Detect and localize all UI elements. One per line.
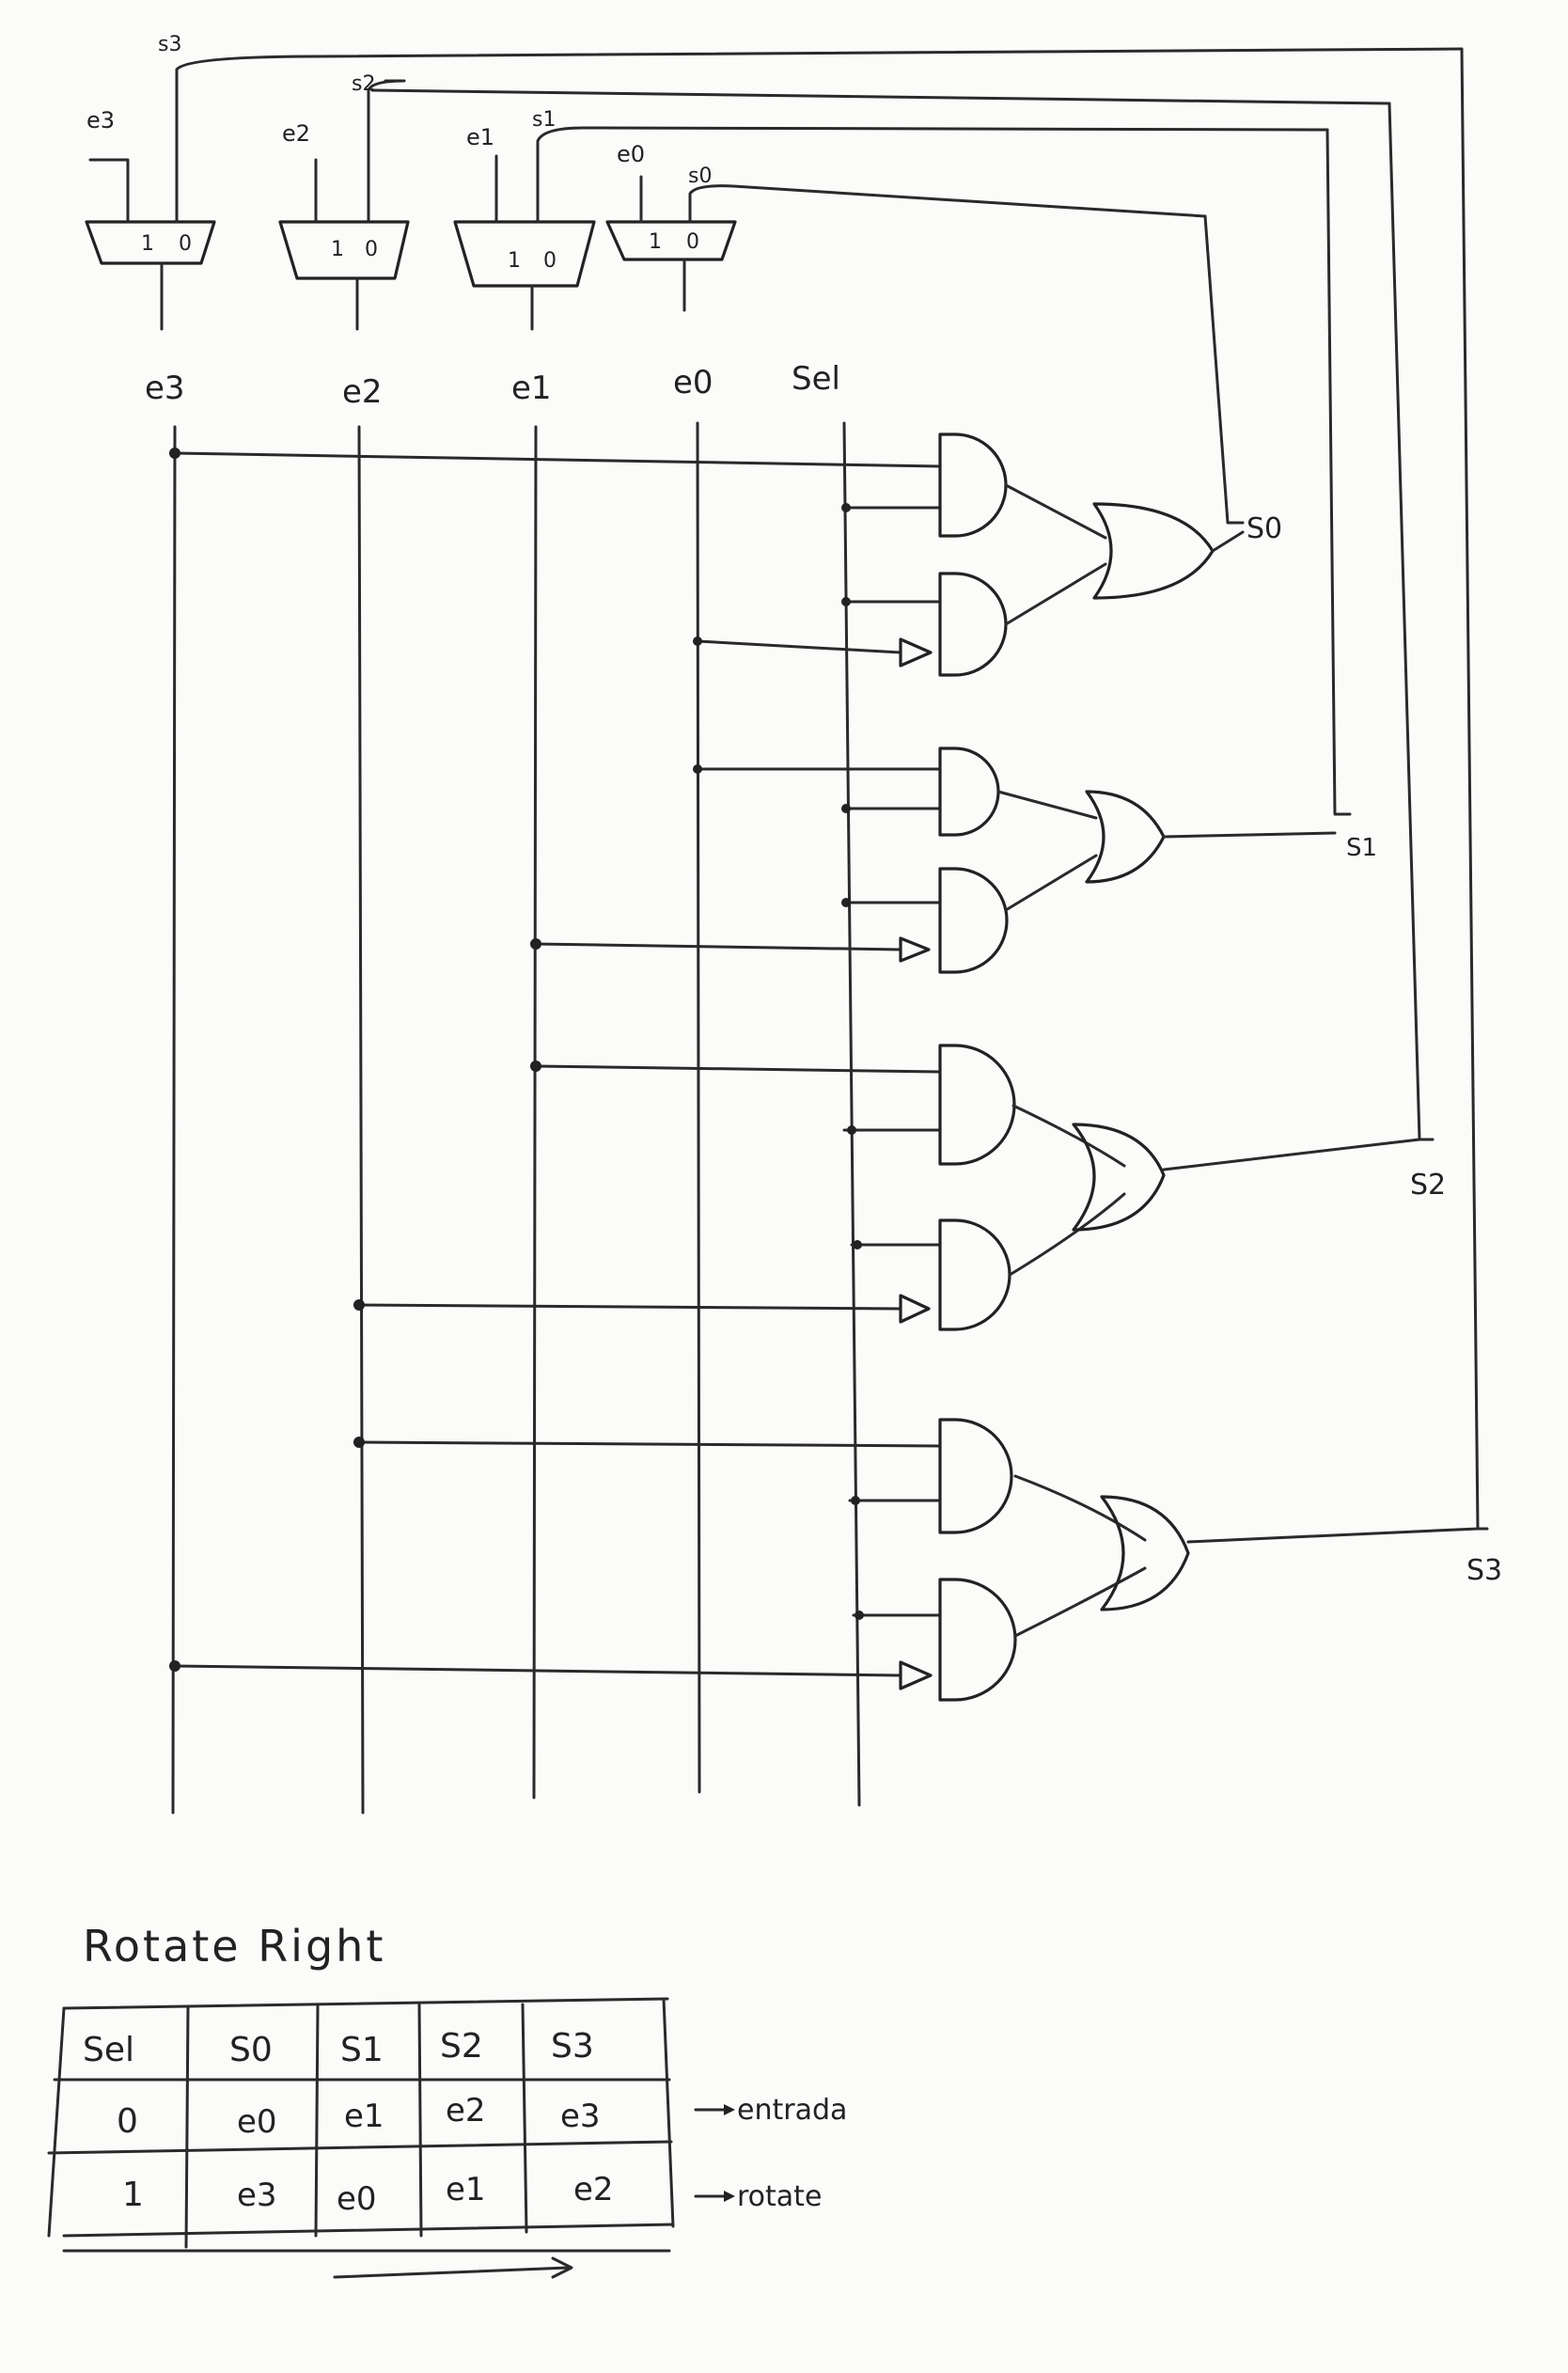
or-gate-s1 (1085, 790, 1166, 884)
bus-label-e1: e1 (511, 369, 552, 407)
table-row-0-s3: e3 (560, 2098, 601, 2135)
table-header-s1: S1 (340, 2031, 384, 2069)
and-gate-s0-a (938, 432, 1008, 538)
mux-e3-port-one: 1 (141, 232, 154, 256)
mux-input-label-e1: e1 (466, 124, 494, 150)
mux-e2-port-zero: 0 (365, 238, 378, 261)
and-gate-s3-b (938, 1578, 1017, 1702)
and-gate-s2-a (938, 1044, 1016, 1166)
truth-table: Sel S0 S1 S2 S3 0 e0 e1 e2 e3 1 e3 e0 e1… (47, 1997, 847, 2253)
or-gate-s3 (1100, 1495, 1190, 1611)
output-label-s2: S2 (1410, 1169, 1446, 1202)
output-label-s1: S1 (1346, 834, 1377, 862)
truth-table-title: Rotate Right (83, 1921, 385, 1972)
and-gate-s0-b (938, 572, 1008, 677)
and-gate-s2-b (938, 1218, 1011, 1331)
table-row-1-s2: e1 (446, 2171, 486, 2208)
and-gate-s1-b (938, 867, 1009, 974)
table-row-0-s2: e2 (446, 2092, 486, 2129)
table-note-rotate: rotate (737, 2180, 822, 2213)
table-note-entrada: entrada (737, 2094, 847, 2127)
and-gate-s3-a (938, 1418, 1013, 1534)
or-gate-s2 (1072, 1123, 1166, 1232)
table-row-0-sel: 0 (117, 2102, 138, 2141)
bus-label-e2: e2 (342, 373, 383, 411)
table-row-1-sel: 1 (122, 2176, 144, 2214)
vertical-buses (171, 421, 861, 1815)
mux-feedback-label-s0: s0 (688, 165, 712, 188)
table-row-0-s0: e0 (237, 2103, 277, 2141)
table-header-s3: S3 (551, 2027, 594, 2066)
mux-e0-port-one: 1 (649, 230, 662, 254)
mux-e1-port-zero: 0 (543, 249, 557, 273)
mux-e1-port-one: 1 (508, 249, 521, 273)
table-header-s0: S0 (229, 2031, 273, 2069)
mux-feedback-label-s2: s2 (352, 72, 375, 96)
mux-e2: 1 0 (278, 220, 410, 280)
mux-feedback-label-s1: s1 (532, 108, 556, 132)
rotation-arrow-icon (333, 2256, 573, 2279)
mux-e0-port-zero: 0 (686, 230, 699, 254)
mux-input-label-e2: e2 (282, 120, 310, 147)
mux-e3-port-zero: 0 (179, 232, 192, 256)
table-row-1-s1: e0 (337, 2180, 377, 2218)
mux-input-label-e3: e3 (86, 107, 115, 134)
block-s2: S2 (353, 1044, 1446, 1331)
mux-feedback-label-s3: s3 (158, 33, 181, 56)
mux-e3: 1 0 (85, 220, 216, 265)
output-label-s3: S3 (1466, 1554, 1502, 1587)
block-s3: S3 (169, 1418, 1502, 1702)
table-header-sel: Sel (83, 2031, 134, 2069)
mux-e1: 1 0 (453, 220, 596, 288)
table-row-1-s3: e2 (573, 2171, 614, 2208)
mux-e2-port-one: 1 (331, 238, 344, 261)
table-header-s2: S2 (440, 2027, 483, 2066)
block-s1: S1 (530, 746, 1377, 974)
mux-input-label-e0: e0 (617, 141, 645, 167)
bus-label-sel: Sel (792, 360, 840, 398)
bus-label-e3: e3 (145, 369, 185, 407)
bus-label-e0: e0 (673, 364, 713, 401)
mux-e0: 1 0 (605, 220, 737, 261)
and-gate-s1-a (938, 746, 1000, 837)
table-row-0-s1: e1 (344, 2098, 384, 2135)
output-label-s0: S0 (1247, 512, 1282, 545)
or-gate-s0 (1092, 502, 1215, 600)
table-row-1-s0: e3 (237, 2177, 277, 2214)
block-s0: S0 (169, 432, 1282, 677)
